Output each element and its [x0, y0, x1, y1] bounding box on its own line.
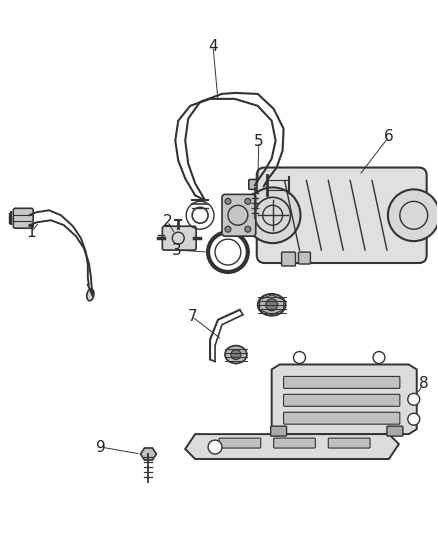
Text: 6: 6 [384, 129, 394, 144]
Circle shape [273, 181, 283, 190]
Text: 3: 3 [171, 243, 181, 257]
Circle shape [225, 198, 231, 204]
Circle shape [231, 350, 241, 360]
Ellipse shape [258, 294, 286, 316]
Circle shape [225, 226, 231, 232]
FancyBboxPatch shape [298, 252, 311, 264]
Text: 9: 9 [96, 440, 106, 455]
Text: 2: 2 [162, 214, 172, 229]
FancyBboxPatch shape [271, 426, 286, 436]
Circle shape [373, 352, 385, 364]
Circle shape [408, 393, 420, 405]
Circle shape [245, 226, 251, 232]
FancyBboxPatch shape [222, 195, 256, 236]
Ellipse shape [267, 176, 289, 195]
FancyBboxPatch shape [219, 438, 261, 448]
Ellipse shape [225, 345, 247, 364]
Polygon shape [272, 365, 417, 434]
Polygon shape [185, 434, 399, 459]
Circle shape [293, 352, 305, 364]
FancyBboxPatch shape [282, 252, 296, 266]
Circle shape [245, 188, 300, 243]
FancyBboxPatch shape [283, 394, 400, 406]
Circle shape [408, 413, 420, 425]
FancyBboxPatch shape [274, 438, 315, 448]
Text: 5: 5 [254, 134, 264, 149]
Text: 1: 1 [26, 225, 36, 240]
FancyBboxPatch shape [283, 412, 400, 424]
FancyBboxPatch shape [328, 438, 370, 448]
Circle shape [266, 299, 278, 311]
Circle shape [388, 189, 438, 241]
FancyBboxPatch shape [257, 167, 427, 263]
Text: 7: 7 [187, 309, 197, 324]
Text: 4: 4 [208, 39, 218, 54]
FancyBboxPatch shape [249, 180, 263, 189]
Ellipse shape [87, 289, 94, 301]
Text: 8: 8 [419, 376, 428, 391]
FancyBboxPatch shape [162, 226, 196, 250]
Circle shape [208, 440, 222, 454]
FancyBboxPatch shape [13, 208, 33, 228]
Circle shape [245, 198, 251, 204]
FancyBboxPatch shape [387, 426, 403, 436]
FancyBboxPatch shape [283, 376, 400, 389]
Polygon shape [141, 448, 156, 460]
